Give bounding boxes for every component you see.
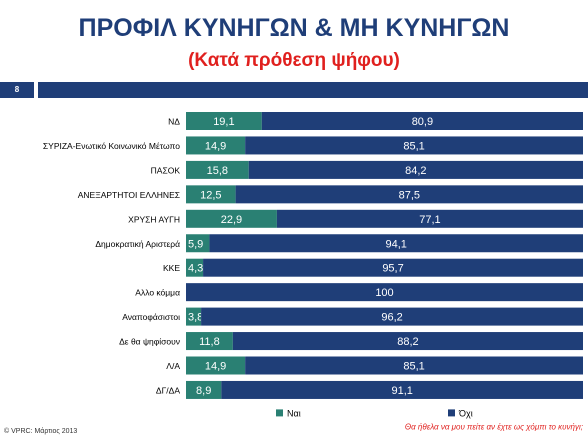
header-bar — [38, 82, 588, 98]
category-label: Αλλο κόμμα — [135, 288, 180, 298]
bar-yes — [186, 136, 246, 155]
data-label-no: 87,5 — [399, 189, 420, 201]
bar-no — [261, 112, 583, 130]
bar-yes — [186, 234, 210, 253]
data-label-no: 77,1 — [419, 214, 440, 226]
category-label: Δημοκρατική Αριστερά — [95, 239, 180, 249]
bar-no — [245, 136, 583, 155]
data-label-no: 88,2 — [397, 336, 418, 348]
category-label: ΝΔ — [168, 117, 180, 127]
bar-no — [203, 258, 584, 277]
bar-no — [232, 332, 583, 351]
data-label-no: 91,1 — [391, 385, 412, 397]
bar-yes — [186, 160, 249, 179]
bar-no — [209, 234, 583, 253]
data-label-yes: 14,9 — [205, 140, 226, 152]
data-label-no: 85,1 — [403, 140, 424, 152]
page-number: 8 — [14, 85, 20, 94]
bar-no — [201, 307, 583, 326]
page-number-box: 8 — [0, 82, 34, 98]
data-label-yes: 12,5 — [200, 189, 221, 201]
bar-no — [245, 356, 583, 375]
data-label-yes: 3,8 — [188, 312, 203, 324]
data-label-yes: 11,8 — [199, 336, 220, 348]
category-label: ΠΑΣΟΚ — [151, 165, 181, 175]
page-title: ΠΡΟΦΙΛ ΚΥΝΗΓΩΝ & ΜΗ ΚΥΝΗΓΩΝ — [78, 14, 510, 42]
bar-yes — [186, 258, 204, 277]
data-label-yes: 22,9 — [221, 214, 242, 226]
category-label: Δε θα ψηφίσουν — [119, 337, 180, 347]
data-label-yes: 5,9 — [188, 238, 203, 250]
data-label-yes: 14,9 — [205, 361, 226, 373]
bar-no — [276, 209, 583, 228]
data-label-no: 96,2 — [381, 312, 402, 324]
data-label-no: 80,9 — [412, 116, 433, 128]
data-label-no: 95,7 — [382, 263, 403, 275]
bar-yes — [186, 209, 277, 228]
legend-swatch — [448, 409, 455, 417]
category-label: ΣΥΡΙΖΑ-Ενωτικό Κοινωνικό Μέτωπο — [43, 141, 180, 151]
page-subtitle: (Κατά πρόθεση ψήφου) — [188, 50, 400, 71]
bar-yes — [186, 185, 236, 204]
category-label: Λ/Α — [166, 361, 180, 371]
bar-no — [221, 380, 583, 399]
data-label-no: 100 — [375, 287, 393, 299]
legend-label: Όχι — [458, 408, 473, 418]
bar-no — [248, 160, 583, 179]
category-label: ΑΝΕΞΑΡΤΗΤΟΙ ΕΛΛΗΝΕΣ — [78, 190, 180, 200]
bar-yes — [186, 332, 233, 351]
category-label: Αναποφάσιστοι — [122, 312, 180, 322]
data-label-yes: 19,1 — [213, 116, 234, 128]
category-label: ΧΡΥΣΗ ΑΥΓΗ — [128, 214, 180, 224]
bar-yes — [186, 380, 222, 399]
data-label-yes: 4,3 — [188, 263, 203, 275]
bar-yes — [186, 356, 246, 375]
question-note: Θα ήθελα να μου πείτε αν έχτε ως χόμπι τ… — [405, 422, 583, 431]
bar-yes — [186, 307, 202, 326]
bar-no — [186, 283, 583, 302]
bar-yes — [186, 112, 262, 130]
data-label-yes: 15,8 — [207, 165, 228, 177]
source-note: © VPRC: Μάρτιος 2013 — [4, 428, 78, 435]
legend-swatch — [276, 409, 283, 417]
bar-no — [235, 185, 583, 204]
data-label-no: 94,1 — [386, 238, 407, 250]
category-label: ΚΚΕ — [163, 263, 180, 273]
category-label: ΔΓ/ΔΑ — [156, 385, 180, 395]
legend-label: Ναι — [287, 408, 301, 418]
data-label-yes: 8,9 — [196, 385, 211, 397]
data-label-no: 85,1 — [403, 361, 424, 373]
data-label-no: 84,2 — [405, 165, 426, 177]
